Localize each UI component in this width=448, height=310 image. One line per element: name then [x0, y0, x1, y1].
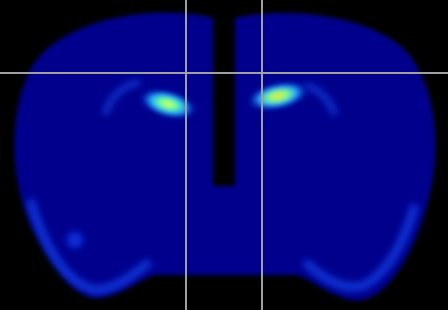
spot	[67, 232, 83, 248]
page	[0, 0, 448, 310]
brain-heatmap-view	[0, 0, 448, 310]
